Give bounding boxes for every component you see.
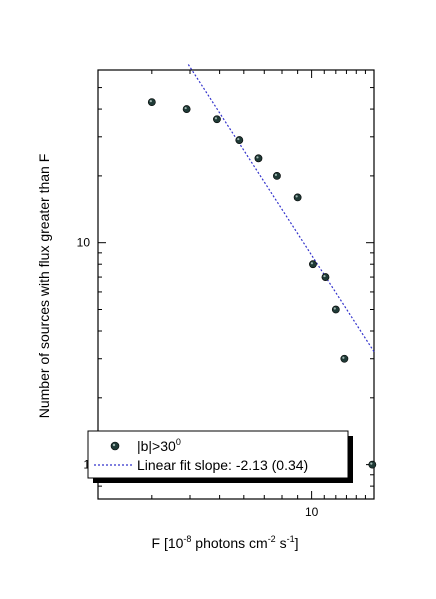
- y-axis-label: Number of sources with flux greater than…: [36, 154, 52, 419]
- x-axis-label-sup: -8: [183, 534, 191, 544]
- legend-box: [87, 430, 349, 479]
- data-point-highlight: [274, 173, 278, 176]
- data-point: [273, 171, 281, 180]
- x-axis-label-sup: -2: [268, 534, 276, 544]
- legend-series-name: |b|>30: [137, 438, 176, 454]
- y-tick-label: 10: [77, 236, 91, 250]
- fit-layer: [187, 64, 375, 353]
- data-point: [331, 305, 340, 314]
- legend-fit-label: Linear fit slope: -2.13 (0.34): [137, 457, 308, 473]
- data-point: [254, 154, 263, 163]
- data-point-highlight: [370, 462, 373, 465]
- data-point-highlight: [214, 117, 218, 120]
- data-point: [340, 354, 349, 363]
- data-point: [321, 273, 330, 281]
- x-axis-label-sup: -1: [287, 534, 295, 544]
- x-axis-label-part: ]: [295, 535, 299, 551]
- legend-series-sup: 0: [176, 437, 181, 447]
- data-point-highlight: [310, 262, 314, 265]
- data-point-highlight: [342, 356, 345, 359]
- data-point: [147, 98, 156, 107]
- x-tick-label: 10: [305, 505, 319, 519]
- data-point: [368, 460, 377, 469]
- x-axis-label-part: photons cm: [191, 535, 267, 551]
- data-point: [309, 260, 317, 269]
- y-tick-label: 1: [83, 458, 90, 472]
- legend-series-label: |b|>300: [137, 437, 181, 454]
- legend-marker-highlight: [112, 443, 116, 447]
- data-point: [235, 136, 244, 144]
- fit-line: [187, 64, 375, 353]
- x-axis-label: F [10-8 photons cm-2 s-1]: [152, 534, 299, 551]
- data-point-highlight: [184, 106, 187, 110]
- legend: |b|>300 Linear fit slope: -2.13 (0.34): [87, 430, 353, 483]
- data-point-highlight: [323, 274, 326, 278]
- data-point: [293, 193, 302, 202]
- data-point-highlight: [295, 195, 298, 198]
- plot-frame: [97, 69, 375, 500]
- data-point-highlight: [149, 100, 152, 103]
- data-point: [182, 105, 191, 113]
- data-point-highlight: [237, 137, 240, 141]
- data-point-highlight: [256, 156, 259, 159]
- data-point: [213, 115, 221, 124]
- x-axis-label-part: F [10: [152, 535, 184, 551]
- legend-marker: [110, 441, 120, 451]
- data-point-highlight: [333, 307, 336, 310]
- data-points: [147, 98, 377, 469]
- x-axis-label-part: s: [276, 535, 287, 551]
